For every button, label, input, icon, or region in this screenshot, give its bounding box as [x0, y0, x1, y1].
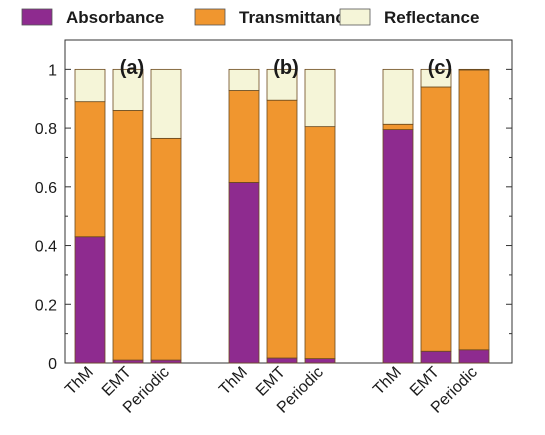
y-tick-label: 1: [48, 62, 57, 79]
bar-segment-absorbance: [382, 129, 414, 364]
legend: Absorbance Transmittance Reflectance: [21, 8, 479, 27]
legend-swatch-reflectance: [339, 8, 371, 26]
bar-segment-transmittance: [266, 99, 298, 359]
legend-label-transmittance: Transmittance: [239, 8, 354, 27]
legend-label-absorbance: Absorbance: [66, 8, 164, 27]
legend-swatch-transmittance: [194, 8, 226, 26]
y-axis: 0 0.2 0.4 0.6 0.8 1: [35, 39, 512, 373]
bar-segment-reflectance: [112, 68, 144, 111]
legend-swatch-absorbance: [21, 8, 53, 26]
y-tick-label: 0.8: [35, 121, 57, 138]
bar-segment-reflectance: [228, 68, 260, 91]
bar-segment-reflectance: [74, 68, 106, 103]
y-tick-label: 0.4: [35, 239, 57, 256]
bar-segment-absorbance: [420, 350, 452, 364]
bar-group-0: [74, 68, 182, 364]
y-tick-label: 0.6: [35, 180, 57, 197]
bar-segment-reflectance: [458, 68, 490, 71]
bar-segment-absorbance: [304, 358, 336, 364]
x-category-label: ThM: [62, 364, 97, 399]
x-category-label: ThM: [216, 364, 251, 399]
plot-area: (a) (b) (c): [64, 39, 513, 364]
bar-segment-transmittance: [420, 86, 452, 352]
bar-group-2: [382, 68, 490, 364]
bar-segment-transmittance: [150, 137, 182, 361]
panel-label: (c): [428, 57, 452, 79]
bar-segment-reflectance: [304, 68, 336, 128]
bar-segment-transmittance: [304, 126, 336, 359]
bar-segment-transmittance: [458, 69, 490, 351]
bar-segment-transmittance: [382, 123, 414, 130]
bar-segment-absorbance: [266, 357, 298, 364]
bar-segment-absorbance: [228, 182, 260, 364]
bar-segment-reflectance: [150, 68, 182, 139]
bar-segment-reflectance: [382, 68, 414, 125]
panel-label: (a): [120, 57, 144, 79]
panel-label: (b): [273, 57, 299, 79]
bar-segment-absorbance: [74, 236, 106, 364]
bar-segment-absorbance: [458, 349, 490, 364]
bar-segment-reflectance: [266, 68, 298, 101]
bar-segment-transmittance: [228, 90, 260, 183]
bar-segment-reflectance: [420, 68, 452, 88]
bar-segment-transmittance: [112, 110, 144, 361]
y-tick-label: 0.2: [35, 297, 57, 314]
x-category-label: ThM: [370, 364, 405, 399]
legend-label-reflectance: Reflectance: [384, 8, 479, 27]
y-tick-label: 0: [48, 356, 57, 373]
bar-segment-transmittance: [74, 101, 106, 238]
bar-segment-absorbance: [150, 359, 182, 364]
bar-group-1: [228, 68, 336, 364]
bar-segment-absorbance: [112, 359, 144, 364]
